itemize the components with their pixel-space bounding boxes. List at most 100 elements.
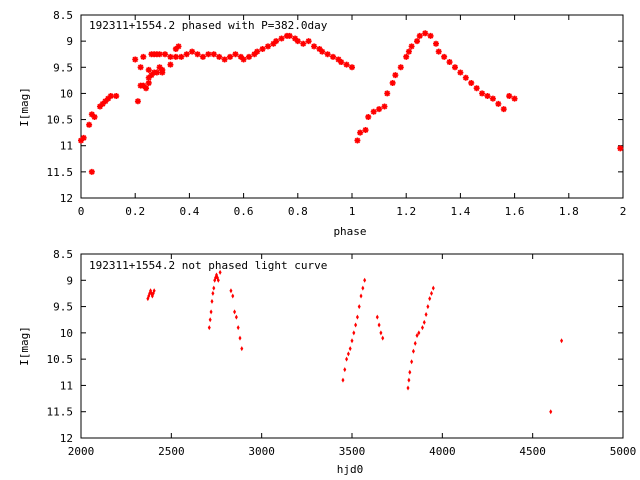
unphased-light-curve-plot: 192311+1554.2 not phased light curve hjd…: [18, 248, 636, 476]
data-point: [489, 95, 496, 102]
data-point: [216, 277, 220, 283]
data-point: [229, 288, 233, 294]
data-point: [426, 304, 430, 310]
data-point: [210, 298, 214, 304]
y-tick-label: 8.5: [53, 248, 73, 261]
y-tick-label: 9: [66, 274, 73, 287]
data-point: [236, 325, 240, 331]
data-point: [199, 53, 206, 60]
tick-group: 0 0.2 0.4 0.6 0.8 1 1.2 1.4 1.6 1.8 2 8.5 9 9.5 10 10.5…: [47, 9, 627, 218]
data-point: [407, 377, 411, 383]
data-point: [330, 53, 337, 60]
data-point: [362, 127, 369, 134]
data-point: [240, 346, 244, 352]
data-point: [338, 59, 345, 66]
x-tick-label: 1.4: [450, 205, 470, 218]
data-point: [162, 51, 169, 58]
y-tick-label: 10: [60, 327, 73, 340]
data-point: [238, 335, 242, 341]
data-point: [416, 32, 423, 39]
y-tick-label: 8.5: [53, 9, 73, 22]
series-points: [78, 30, 624, 175]
data-point: [145, 79, 152, 86]
data-point: [414, 38, 421, 45]
x-tick-label: 2500: [158, 445, 185, 458]
x-tick-label: 1.2: [396, 205, 416, 218]
data-point: [370, 108, 377, 115]
data-point: [417, 330, 421, 336]
data-point: [286, 32, 293, 39]
y-tick-label: 10: [60, 87, 73, 100]
data-point: [233, 309, 237, 315]
y-tick-label: 10.5: [47, 353, 74, 366]
data-point: [413, 340, 417, 346]
data-point: [446, 59, 453, 66]
data-point: [549, 409, 553, 415]
data-point: [384, 90, 391, 97]
data-point: [311, 43, 318, 50]
data-point: [354, 137, 361, 144]
y-axis-title: I[mag]: [18, 87, 31, 127]
data-point: [411, 348, 415, 354]
data-point: [468, 79, 475, 86]
x-tick-label: 4500: [519, 445, 546, 458]
series-points: [146, 269, 564, 415]
x-axis-title: hjd0: [337, 463, 364, 476]
y-tick-label: 11.5: [47, 406, 74, 419]
data-point: [208, 317, 212, 323]
x-tick-label: 1.8: [559, 205, 579, 218]
y-tick-label: 11.5: [47, 166, 74, 179]
data-point: [240, 56, 247, 63]
x-tick-label: 2: [620, 205, 627, 218]
data-point: [420, 325, 424, 331]
data-point: [379, 330, 383, 336]
x-tick-label: 0.4: [179, 205, 199, 218]
data-point: [422, 319, 426, 325]
data-point: [221, 56, 228, 63]
data-point: [406, 385, 410, 391]
data-point: [343, 367, 347, 373]
data-point: [159, 66, 166, 73]
data-point: [422, 30, 429, 37]
data-point: [560, 338, 564, 344]
y-tick-label: 11: [60, 140, 73, 153]
data-point: [381, 103, 388, 110]
y-tick-label: 9.5: [53, 301, 73, 314]
data-point: [294, 38, 301, 45]
x-tick-label: 0.2: [125, 205, 145, 218]
data-point: [156, 51, 163, 58]
y-tick-label: 9.5: [53, 61, 73, 74]
data-point: [352, 330, 356, 336]
data-point: [359, 293, 363, 299]
data-point: [375, 314, 379, 320]
data-point: [397, 64, 404, 71]
data-point: [167, 61, 174, 68]
data-point: [435, 48, 442, 55]
data-point: [403, 53, 410, 60]
data-point: [441, 53, 448, 60]
phased-light-curve-plot: 192311+1554.2 phased with P=382.0day pha…: [18, 9, 626, 238]
data-point: [218, 269, 222, 275]
data-point: [376, 106, 383, 113]
plot-title: 192311+1554.2 not phased light curve: [89, 259, 327, 272]
data-point: [216, 53, 223, 60]
x-tick-label: 3500: [339, 445, 366, 458]
data-point: [392, 72, 399, 79]
data-point: [107, 93, 114, 100]
data-point: [511, 95, 518, 102]
data-point: [212, 285, 216, 291]
data-point: [137, 64, 144, 71]
data-point: [363, 277, 367, 283]
data-point: [113, 93, 120, 100]
data-point: [207, 325, 211, 331]
data-point: [429, 290, 433, 296]
data-point: [495, 100, 502, 107]
data-point: [451, 64, 458, 71]
data-point: [341, 377, 345, 383]
data-point: [183, 51, 190, 58]
data-point: [234, 314, 238, 320]
data-point: [172, 53, 179, 60]
data-point: [140, 53, 147, 60]
data-point: [175, 43, 182, 50]
